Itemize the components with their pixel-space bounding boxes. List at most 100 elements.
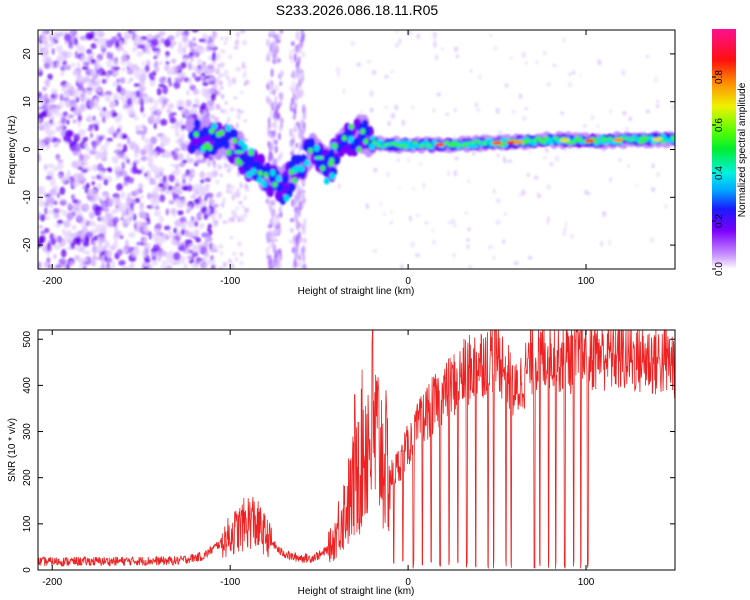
heatmap-noise-cell [47, 196, 55, 203]
heatmap-ridge-cell [313, 144, 320, 152]
heatmap-noise-cell [48, 33, 54, 42]
heatmap-noise-cell [131, 94, 135, 102]
heatmap-noise-cell [38, 43, 43, 49]
heatmap-noise-cell [521, 51, 526, 59]
heatmap-noise-cell [89, 189, 98, 197]
heatmap-ridge-cell [470, 140, 476, 145]
heatmap-noise-cell [125, 208, 130, 217]
heatmap-noise-cell [230, 216, 236, 223]
heatmap-noise-cell [157, 253, 162, 262]
heatmap-noise-cell [95, 87, 103, 93]
heatmap-noise-cell [455, 54, 459, 59]
heatmap-ridge-cell [472, 143, 479, 149]
heatmap-noise-cell [196, 58, 203, 65]
heatmap-noise-cell [239, 252, 244, 257]
heatmap-noise-cell [211, 54, 217, 63]
heatmap-noise-cell [55, 62, 60, 68]
heatmap-noise-cell [139, 194, 145, 199]
heatmap-noise-cell [297, 231, 301, 239]
heatmap-noise-cell [72, 119, 77, 124]
heatmap-noise-cell [342, 87, 346, 95]
heatmap-noise-cell [369, 107, 374, 113]
heatmap-noise-cell [298, 55, 301, 64]
heatmap-noise-cell [415, 253, 420, 258]
heatmap-noise-cell [175, 132, 180, 138]
heatmap-noise-cell [49, 119, 53, 124]
heatmap-noise-cell [295, 234, 299, 243]
heatmap-noise-cell [279, 211, 283, 218]
heatmap-noise-cell [227, 79, 232, 84]
heatmap-noise-cell [167, 106, 173, 115]
heatmap-noise-cell [277, 132, 282, 141]
heatmap-ridge-cell [353, 136, 361, 147]
heatmap-noise-cell [158, 148, 166, 154]
heatmap-ridge-cell [348, 123, 354, 130]
heatmap-noise-cell [70, 62, 76, 68]
snr-marks [38, 330, 675, 569]
colorbar-label: Normalized spectral amplitude [737, 82, 748, 217]
heatmap-noise-cell [268, 244, 272, 249]
heatmap-noise-cell [105, 265, 111, 269]
heatmap-noise-cell [279, 81, 283, 86]
heatmap-ridge-cell [543, 136, 550, 141]
heatmap-noise-cell [171, 261, 179, 265]
heatmap-noise-cell [52, 166, 59, 172]
heatmap-noise-cell [75, 96, 80, 103]
heatmap-noise-cell [268, 132, 272, 138]
heatmap-noise-cell [350, 41, 356, 46]
heatmap-noise-cell [99, 43, 106, 50]
heatmap-noise-cell [158, 31, 166, 37]
heatmap-noise-cell [270, 209, 274, 215]
heatmap-noise-cell [215, 248, 219, 253]
heatmap-noise-cell [126, 79, 131, 85]
heatmap-noise-cell [72, 198, 79, 204]
heatmap-noise-cell [142, 112, 147, 118]
heatmap-noise-cell [401, 119, 406, 127]
heatmap-noise-cell [180, 76, 185, 81]
heatmap-noise-cell [273, 100, 278, 110]
heatmap-noise-cell [201, 263, 208, 269]
heatmap-noise-cell [191, 244, 196, 253]
heatmap-noise-cell [297, 79, 302, 88]
heatmap-noise-cell [542, 155, 548, 160]
heatmap-ridge-cell [320, 165, 326, 172]
heatmap-noise-cell [185, 99, 192, 108]
heatmap-noise-cell [302, 225, 307, 236]
heatmap-noise-cell [244, 183, 249, 190]
heatmap-noise-cell [618, 158, 622, 162]
heatmap-noise-cell [520, 189, 526, 196]
heatmap-noise-cell [292, 74, 297, 80]
heatmap-ridge-cell [593, 139, 599, 144]
heatmap-noise-cell [273, 47, 276, 57]
heatmap-noise-cell [289, 102, 293, 112]
x-tick-label: 0 [405, 577, 411, 588]
heatmap-ridge-cell [294, 164, 301, 173]
heatmap-noise-cell [138, 96, 143, 105]
heatmap-noise-cell [245, 137, 249, 142]
heatmap-noise-cell [180, 228, 186, 236]
heatmap-noise-cell [71, 180, 80, 188]
heatmap-noise-cell [101, 245, 107, 251]
heatmap-noise-cell [95, 64, 101, 70]
heatmap-noise-cell [59, 199, 67, 207]
snr-panel: -200 -100 0 100 0 100 200 300 400 500 Height of … [7, 329, 676, 597]
heatmap-ridge-cell [643, 135, 649, 140]
heatmap-ridge-cell [602, 137, 609, 141]
heatmap-noise-cell [177, 210, 184, 216]
heatmap-noise-cell [129, 111, 136, 116]
heatmap-ridge-cell [238, 139, 245, 147]
heatmap-noise-cell [233, 191, 239, 198]
heatmap-ridge-cell [577, 138, 583, 142]
heatmap-noise-cell [162, 260, 168, 266]
heatmap-noise-cell [85, 48, 93, 55]
heatmap-noise-cell [126, 158, 130, 164]
heatmap-ridge-cell [361, 119, 369, 129]
heatmap-ridge-cell [553, 136, 559, 140]
heatmap-noise-cell [162, 175, 167, 184]
heatmap-noise-cell [450, 218, 456, 226]
heatmap-noise-cell [89, 149, 97, 155]
heatmap-noise-cell [43, 163, 48, 171]
heatmap-noise-cell [113, 240, 119, 249]
heatmap-noise-cell [38, 261, 42, 269]
heatmap-noise-cell [186, 89, 190, 96]
